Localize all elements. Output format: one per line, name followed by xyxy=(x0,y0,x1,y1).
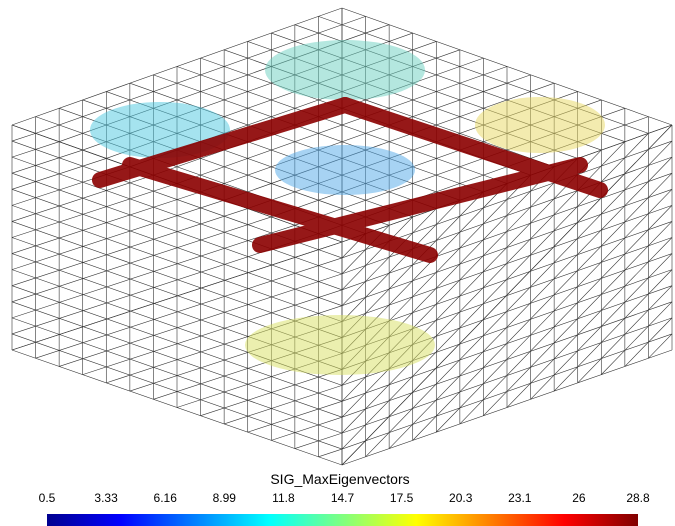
colorbar-tick-label: 8.99 xyxy=(213,491,237,505)
colorbar-tick-label: 11.8 xyxy=(272,491,295,505)
mesh-edge xyxy=(11,301,343,418)
mesh-edge xyxy=(412,173,673,441)
mesh-edge xyxy=(271,416,343,441)
colorbar xyxy=(47,514,638,526)
glyph-cluster xyxy=(275,145,415,195)
mesh-edge xyxy=(506,237,673,408)
mesh-edge xyxy=(11,349,343,466)
glyph-cluster xyxy=(245,315,435,375)
mesh-edge xyxy=(341,208,437,306)
mesh-edge xyxy=(341,191,484,338)
mesh-edge xyxy=(341,301,673,418)
mesh-edge xyxy=(341,124,673,466)
colorbar-tick-label: 28.8 xyxy=(626,491,650,505)
stress-band xyxy=(252,157,588,253)
colorbar-tick-label: 26 xyxy=(572,491,586,505)
mesh-edge xyxy=(11,225,295,319)
mesh-edge xyxy=(11,208,248,286)
colorbar-title: SIG_MaxEigenvectors xyxy=(270,471,409,487)
mesh-edge xyxy=(341,333,673,450)
mesh-edge xyxy=(553,269,673,392)
mesh-edge xyxy=(11,333,343,450)
glyph-cluster xyxy=(265,40,425,100)
colorbar-tick-label: 17.5 xyxy=(390,491,414,505)
mesh-edge xyxy=(365,140,673,457)
mesh-edge xyxy=(341,200,461,322)
mesh-edge xyxy=(601,301,673,375)
mesh-edge xyxy=(11,241,343,351)
colorbar-tick-label: 20.3 xyxy=(449,491,473,505)
mesh-edge xyxy=(341,349,673,466)
mesh-edge xyxy=(318,448,343,458)
mesh-edge xyxy=(388,156,673,449)
mesh-edge xyxy=(459,205,673,425)
colorbar-tick-label: 0.5 xyxy=(39,491,56,505)
mesh-edge xyxy=(648,333,673,359)
mesh-edge xyxy=(436,189,673,433)
mesh-edge xyxy=(35,257,343,359)
mesh-edge xyxy=(11,216,272,303)
mesh-edge xyxy=(341,149,602,418)
eigenvector-glyphs xyxy=(90,40,608,375)
mesh-edge xyxy=(11,317,343,434)
mesh-edge xyxy=(11,141,60,158)
colorbar-tick-label: 3.33 xyxy=(94,491,118,505)
mesh-edge xyxy=(11,174,154,222)
mesh-edge xyxy=(11,133,36,142)
mesh-edge xyxy=(341,216,413,290)
mesh-edge xyxy=(11,199,225,270)
mesh-edge xyxy=(11,158,107,190)
glyph-cluster xyxy=(475,97,605,153)
colorbar-tick-label: 6.16 xyxy=(154,491,178,505)
stress-band xyxy=(122,157,438,263)
mesh-edge xyxy=(224,385,343,425)
mesh-edge xyxy=(341,7,673,126)
mesh-edge xyxy=(11,149,83,174)
mesh-edge xyxy=(11,183,178,238)
mesh-edge xyxy=(82,289,343,375)
colorbar-tick-label: 14.7 xyxy=(331,491,355,505)
mesh-edge xyxy=(11,191,201,254)
mesh-edge xyxy=(341,317,673,434)
colorbar-tick-label: 23.1 xyxy=(508,491,532,505)
mesh-edge xyxy=(59,273,343,367)
